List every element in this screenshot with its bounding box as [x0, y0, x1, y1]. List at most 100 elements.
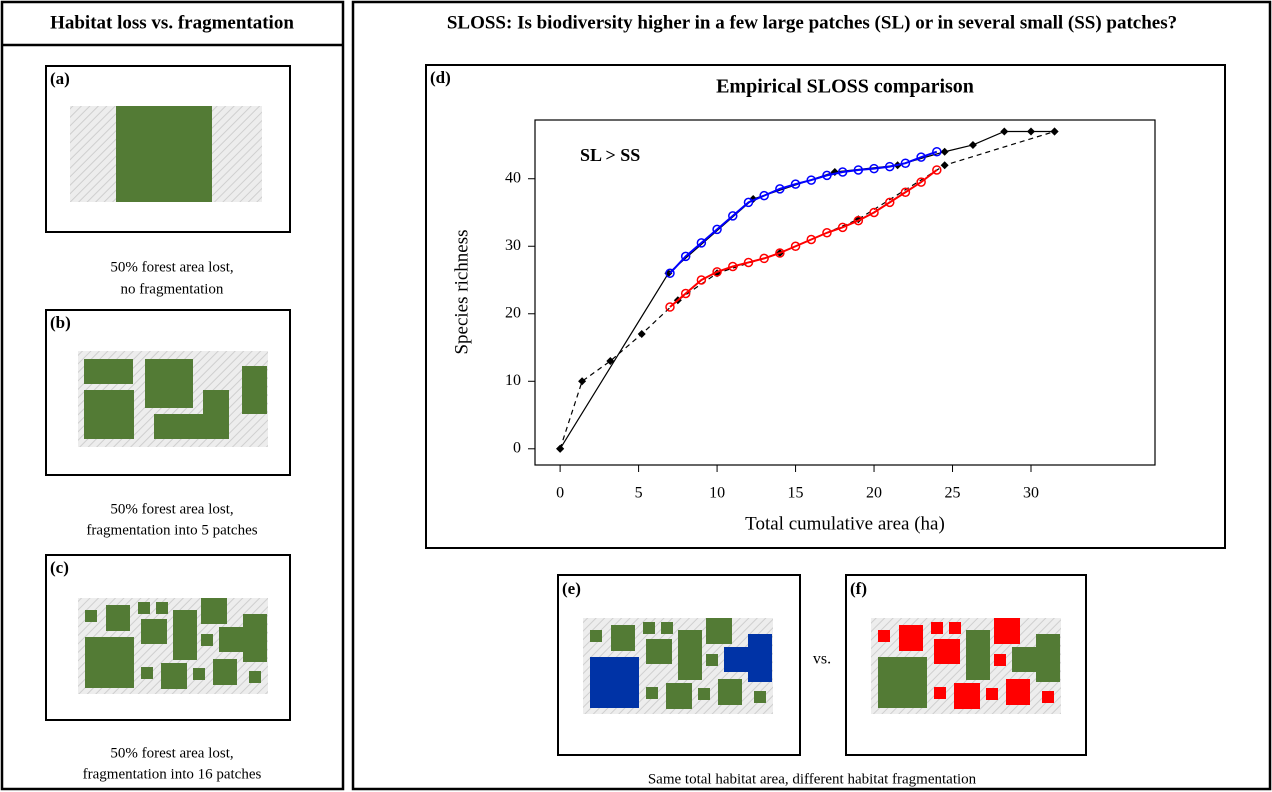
forest-patch	[243, 614, 267, 662]
forest-patch	[156, 602, 168, 614]
forest-patch	[1012, 647, 1036, 672]
point	[806, 234, 817, 245]
forest-patch	[934, 639, 960, 664]
point	[775, 184, 785, 194]
point	[728, 261, 738, 272]
forest-patch	[934, 687, 946, 699]
forest-patch	[724, 647, 748, 672]
point	[837, 167, 848, 177]
forest-patch	[161, 663, 187, 689]
vs-label: vs.	[813, 651, 831, 668]
point	[680, 251, 691, 262]
panel-label: (a)	[50, 69, 70, 88]
point	[606, 357, 615, 366]
forest-patch	[1042, 691, 1054, 703]
point	[822, 170, 832, 181]
left-title: Habitat loss vs. fragmentation	[50, 12, 294, 33]
forest-patch	[706, 618, 732, 644]
forest-patch	[1036, 634, 1060, 682]
plot-area	[534, 119, 1156, 466]
point	[853, 165, 864, 175]
point	[916, 177, 926, 187]
point	[853, 215, 864, 226]
panel-d	[425, 64, 1226, 549]
x-tick-label: 30	[1023, 485, 1039, 502]
point	[665, 268, 675, 279]
x-tick-label: 10	[709, 485, 725, 502]
forest-patch	[949, 622, 961, 634]
point	[743, 197, 754, 208]
point	[1027, 127, 1035, 136]
point	[884, 197, 895, 208]
forest-patch	[666, 683, 692, 709]
forest-patch	[718, 679, 742, 705]
panel-e	[557, 574, 801, 756]
right-frame	[351, 0, 1272, 791]
landscape-f	[871, 618, 1061, 714]
point	[869, 207, 879, 218]
forest-patch	[643, 622, 655, 634]
point	[775, 248, 785, 258]
forest-patch	[698, 688, 710, 700]
x-tick-label: 5	[635, 485, 643, 502]
forest-patch	[106, 605, 130, 631]
x-tick-label: 15	[788, 485, 804, 502]
forest-patch	[193, 668, 205, 680]
forest-patch	[748, 634, 772, 682]
plot: 0 5 10 15 20 25 30 0 10 20 30 40	[505, 127, 1059, 502]
point	[790, 241, 801, 252]
panel-label: (e)	[562, 579, 581, 598]
y-tick-label: 40	[505, 169, 521, 186]
point	[790, 179, 801, 189]
forest-patch	[986, 688, 998, 700]
point	[884, 161, 895, 172]
caption: fragmentation into 16 patches	[83, 766, 262, 782]
panel-a	[45, 65, 291, 233]
panel-label: (c)	[50, 558, 69, 577]
y-axis-label: Species richness	[451, 229, 472, 354]
forest-patch	[646, 639, 672, 664]
forest-patch	[954, 683, 980, 709]
forest-patch	[1006, 679, 1030, 705]
caption: 50% forest area lost,	[110, 501, 233, 517]
point	[822, 227, 832, 238]
forest-patch	[590, 657, 639, 708]
panel-c	[45, 554, 291, 721]
forest-patch	[931, 622, 943, 634]
forest-patch	[661, 622, 673, 634]
y-tick-label: 20	[505, 304, 521, 321]
forest-patch	[706, 654, 718, 666]
forest-patch	[173, 610, 197, 660]
forest-patch	[878, 630, 890, 642]
landscape-e	[583, 618, 773, 714]
panel-label: (b)	[50, 313, 71, 332]
y-tick-label: 10	[505, 372, 521, 389]
series-line	[559, 130, 1055, 449]
forest-patch	[85, 637, 134, 688]
forest-patch	[201, 634, 213, 646]
point	[728, 211, 738, 221]
point	[968, 140, 977, 149]
series-line	[669, 150, 938, 274]
forest-patches	[84, 359, 267, 439]
point	[637, 330, 646, 339]
landscape-c	[78, 598, 268, 694]
forest-patch	[213, 659, 237, 685]
forest-patch	[994, 654, 1006, 666]
forest-patch	[754, 691, 766, 703]
point	[1050, 127, 1059, 136]
point	[759, 190, 769, 201]
forest-patch	[878, 657, 927, 708]
point	[869, 163, 879, 174]
point	[932, 165, 942, 175]
forest-patch	[116, 106, 212, 202]
x-tick-label: 20	[866, 485, 882, 502]
forest-patch	[141, 619, 167, 644]
y-tick-label: 30	[505, 237, 521, 254]
forest-patch	[590, 630, 602, 642]
series-line	[559, 130, 1055, 450]
point	[900, 187, 911, 197]
point	[1000, 127, 1009, 136]
